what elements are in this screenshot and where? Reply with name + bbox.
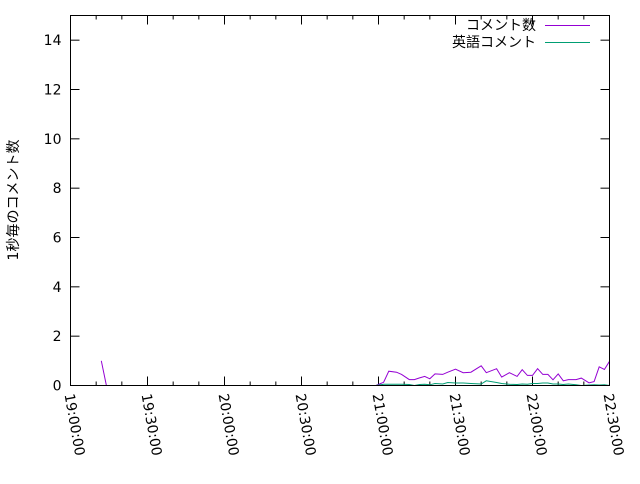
series-line-0 bbox=[100, 360, 610, 386]
legend-label-0: コメント数 bbox=[466, 18, 536, 34]
x-tick-label: 22:00:00 bbox=[523, 392, 550, 457]
x-tick-label: 20:30:00 bbox=[292, 392, 319, 457]
x-tick-label: 21:00:00 bbox=[369, 392, 396, 457]
plot-frame bbox=[70, 15, 610, 386]
series-line-1 bbox=[375, 380, 610, 387]
x-tick-label: 21:30:00 bbox=[446, 392, 473, 457]
x-tick-label: 20:00:00 bbox=[215, 392, 242, 457]
ticks: 0 2 4 6 8 10 12 14 19:00:00 19:30:00 20:00:00 20:30… bbox=[44, 15, 627, 457]
x-tick-label: 19:00:00 bbox=[61, 392, 88, 457]
y-tick-label: 4 bbox=[53, 280, 62, 296]
legend: コメント数 英語コメント bbox=[452, 18, 590, 51]
y-tick-label: 6 bbox=[53, 231, 62, 247]
y-tick-label: 10 bbox=[44, 132, 62, 148]
x-tick-label: 19:30:00 bbox=[138, 392, 165, 457]
y-axis-label: 1秒毎のコメント数 bbox=[6, 140, 22, 261]
legend-label-1: 英語コメント bbox=[452, 34, 536, 51]
y-tick-label: 12 bbox=[44, 83, 62, 99]
y-tick-label: 0 bbox=[53, 379, 62, 395]
y-tick-label: 8 bbox=[53, 181, 62, 197]
x-tick-label: 22:30:00 bbox=[600, 392, 627, 457]
y-tick-label: 14 bbox=[44, 33, 62, 49]
series-lines bbox=[100, 360, 610, 387]
y-tick-label: 2 bbox=[53, 329, 62, 345]
